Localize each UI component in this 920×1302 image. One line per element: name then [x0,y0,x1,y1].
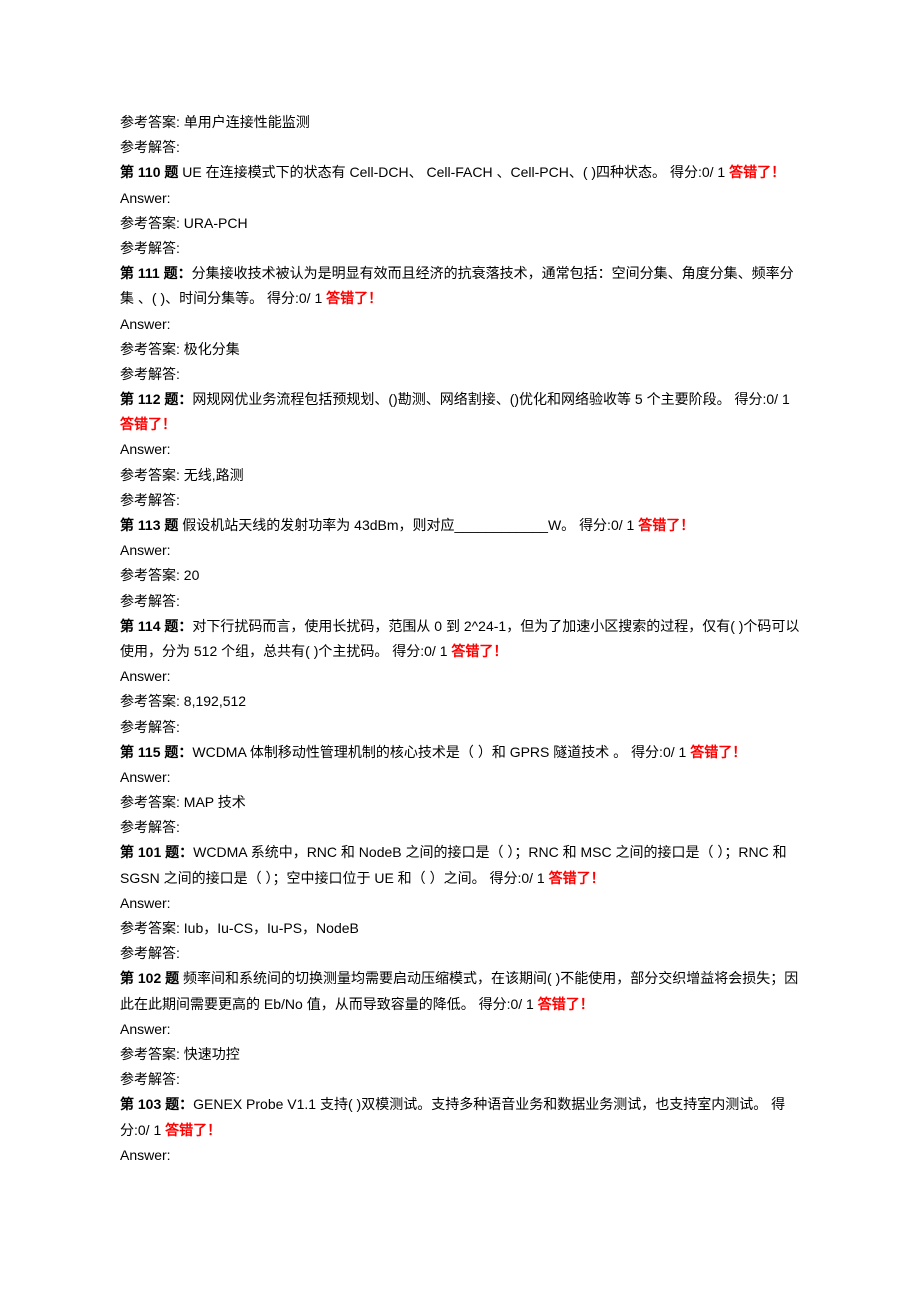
wrong-indicator: 答错了！ [729,164,785,180]
wrong-indicator: 答错了！ [326,290,382,306]
reference-answer-value: 快速功控 [184,1046,240,1062]
reference-explain-label-line: 参考解答: [120,236,800,261]
reference-explain-label-line: 参考解答: [120,715,800,740]
question-102: 第 102 题 频率间和系统间的切换测量均需要启动压缩模式，在该期间( )不能使… [120,966,800,1016]
question-101: 第 101 题：WCDMA 系统中，RNC 和 NodeB 之间的接口是（ ）；… [120,840,800,890]
reference-explain-label-line: 参考解答: [120,135,800,160]
question-text: GENEX Probe V1.1 支持( )双模测试。支持多种语音业务和数据业务… [193,1096,767,1112]
wrong-indicator: 答错了！ [451,643,507,659]
reference-answer-label-line: 参考答案: 快速功控 [120,1042,800,1067]
score-label: 得分:0/ 1 [670,164,729,180]
reference-explain-label: 参考解答: [120,139,180,155]
question-text: 假设机站天线的发射功率为 43dBm，则对应____________W。 [182,517,575,533]
reference-explain-label-line: 参考解答: [120,1067,800,1092]
score-label: 得分:0/ 1 [267,290,326,306]
reference-explain-label: 参考解答: [120,719,180,735]
answer-label: Answer: [120,538,800,563]
question-114: 第 114 题：对下行扰码而言，使用长扰码，范围从 0 到 2^24-1，但为了… [120,614,800,664]
question-text: 分集接收技术被认为是明显有效而且经济的抗衰落技术，通常包括：空间分集、角度分集、… [120,265,794,306]
question-number: 第 111 题： [120,265,192,281]
reference-answer-value: 单用户连接性能监测 [184,114,310,130]
reference-answer-value: 20 [184,567,200,583]
reference-explain-label: 参考解答: [120,492,180,508]
question-115: 第 115 题：WCDMA 体制移动性管理机制的核心技术是（ ）和 GPRS 隧… [120,740,800,765]
reference-answer-label: 参考答案: [120,920,184,936]
answer-label: Answer: [120,664,800,689]
reference-answer-value: 8,192,512 [184,693,246,709]
question-110: 第 110 题 UE 在连接模式下的状态有 Cell-DCH、 Cell-FAC… [120,160,800,185]
score-label: 得分:0/ 1 [734,391,789,407]
answer-label: Answer: [120,765,800,790]
reference-explain-label-line: 参考解答: [120,488,800,513]
answer-label: Answer: [120,1143,800,1168]
reference-answer-label-line: 参考答案: 8,192,512 [120,689,800,714]
question-number: 第 114 题： [120,618,192,634]
reference-answer-value: URA-PCH [184,215,248,231]
reference-explain-label: 参考解答: [120,819,180,835]
reference-explain-label: 参考解答: [120,945,180,961]
score-label: 得分:0/ 1 [631,744,690,760]
question-103: 第 103 题：GENEX Probe V1.1 支持( )双模测试。支持多种语… [120,1092,800,1142]
question-number: 第 103 题： [120,1096,193,1112]
wrong-indicator: 答错了！ [638,517,694,533]
question-111: 第 111 题：分集接收技术被认为是明显有效而且经济的抗衰落技术，通常包括：空间… [120,261,800,311]
question-number: 第 102 题 [120,970,179,986]
answer-label: Answer: [120,312,800,337]
reference-explain-label: 参考解答: [120,593,180,609]
reference-answer-value: 无线,路测 [184,467,244,483]
question-text: 网规网优业务流程包括预规划、()勘测、网络割接、()优化和网络验收等 5 个主要… [192,391,730,407]
reference-answer-label-line: 参考答案: URA-PCH [120,211,800,236]
score-label: 得分:0/ 1 [579,517,638,533]
wrong-indicator: 答错了！ [690,744,746,760]
reference-explain-label: 参考解答: [120,366,180,382]
reference-answer-label: 参考答案: [120,693,184,709]
reference-explain-label: 参考解答: [120,1071,180,1087]
question-number: 第 113 题 [120,517,178,533]
question-text: WCDMA 系统中，RNC 和 NodeB 之间的接口是（ ）；RNC 和 MS… [120,844,787,885]
reference-answer-label-line: 参考答案: 20 [120,563,800,588]
reference-answer-label: 参考答案: [120,567,184,583]
question-number: 第 110 题 [120,164,178,180]
score-label: 得分:0/ 1 [479,996,538,1012]
reference-answer-label: 参考答案: [120,794,184,810]
reference-answer-label: 参考答案: [120,341,184,357]
reference-explain-label: 参考解答: [120,240,180,256]
reference-answer-value: MAP 技术 [184,794,246,810]
score-label: 得分:0/ 1 [392,643,451,659]
question-113: 第 113 题 假设机站天线的发射功率为 43dBm，则对应__________… [120,513,800,538]
reference-answer-label: 参考答案: [120,215,184,231]
reference-answer-label: 参考答案: [120,114,184,130]
wrong-indicator: 答错了！ [549,870,605,886]
reference-answer-label-line: 参考答案: MAP 技术 [120,790,800,815]
answer-label: Answer: [120,891,800,916]
reference-answer-value: Iub，Iu-CS，Iu-PS，NodeB [184,920,359,936]
reference-explain-label-line: 参考解答: [120,941,800,966]
reference-answer-label-line: 参考答案: 单用户连接性能监测 [120,110,800,135]
question-text: WCDMA 体制移动性管理机制的核心技术是（ ）和 GPRS 隧道技术 。 [192,744,627,760]
answer-label: Answer: [120,186,800,211]
answer-label: Answer: [120,437,800,462]
reference-answer-label-line: 参考答案: 极化分集 [120,337,800,362]
question-112: 第 112 题：网规网优业务流程包括预规划、()勘测、网络割接、()优化和网络验… [120,387,800,437]
reference-explain-label-line: 参考解答: [120,362,800,387]
wrong-indicator: 答错了！ [120,416,176,432]
reference-explain-label-line: 参考解答: [120,589,800,614]
question-text: 频率间和系统间的切换测量均需要启动压缩模式，在该期间( )不能使用，部分交织增益… [120,970,798,1011]
question-number: 第 101 题： [120,844,193,860]
reference-answer-label-line: 参考答案: 无线,路测 [120,463,800,488]
reference-explain-label-line: 参考解答: [120,815,800,840]
document-content: 参考答案: 单用户连接性能监测参考解答: 第 110 题 UE 在连接模式下的状… [120,110,800,1168]
reference-answer-label-line: 参考答案: Iub，Iu-CS，Iu-PS，NodeB [120,916,800,941]
reference-answer-label: 参考答案: [120,1046,184,1062]
question-number: 第 115 题： [120,744,192,760]
reference-answer-value: 极化分集 [184,341,240,357]
score-label: 得分:0/ 1 [489,870,548,886]
wrong-indicator: 答错了！ [165,1122,221,1138]
answer-label: Answer: [120,1017,800,1042]
question-number: 第 112 题： [120,391,192,407]
question-text: UE 在连接模式下的状态有 Cell-DCH、 Cell-FACH 、Cell-… [182,164,666,180]
reference-answer-label: 参考答案: [120,467,184,483]
wrong-indicator: 答错了！ [538,996,594,1012]
